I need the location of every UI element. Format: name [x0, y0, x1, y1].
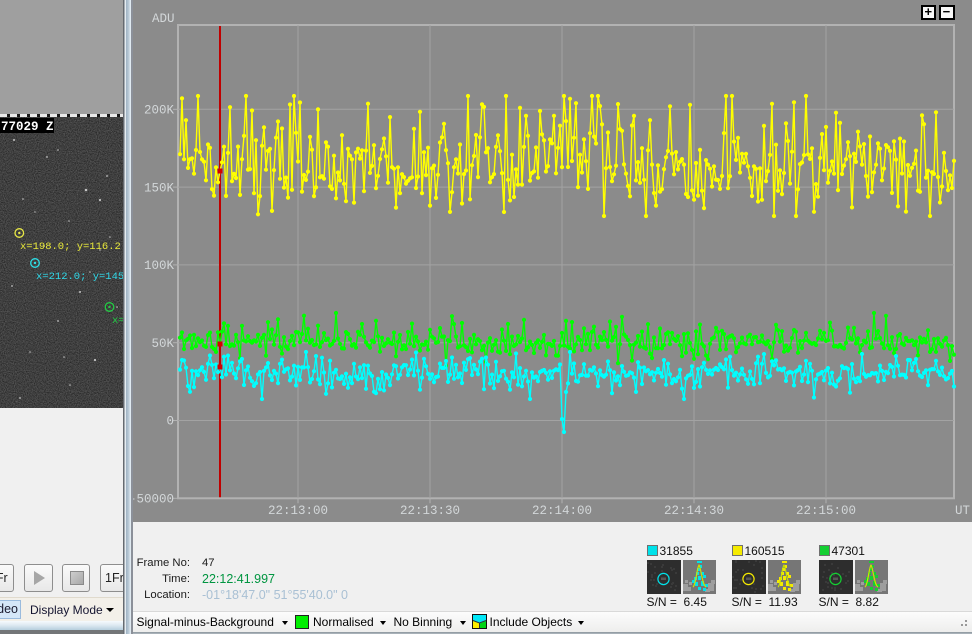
- svg-text:UT: UT: [955, 504, 971, 518]
- svg-text:200K: 200K: [144, 104, 175, 118]
- svg-text:150K: 150K: [144, 181, 175, 195]
- svg-text:22:13:30: 22:13:30: [400, 504, 460, 518]
- svg-text:22:14:30: 22:14:30: [664, 504, 724, 518]
- svg-text:x=198.0; y=116.2: x=198.0; y=116.2: [20, 241, 121, 253]
- svg-text:100K: 100K: [144, 259, 175, 273]
- svg-text:x=2: x=2: [112, 315, 125, 327]
- svg-text:77029 Z: 77029 Z: [1, 120, 54, 134]
- svg-text:22:13:00: 22:13:00: [268, 504, 328, 518]
- svg-text:ADU: ADU: [152, 12, 175, 26]
- svg-text:22:14:00: 22:14:00: [532, 504, 592, 518]
- svg-text:-50000: -50000: [129, 493, 174, 507]
- svg-text:22:15:00: 22:15:00: [796, 504, 856, 518]
- svg-text:0: 0: [166, 415, 174, 429]
- svg-text:50K: 50K: [151, 337, 174, 351]
- svg-text:x=212.0; y=145.0: x=212.0; y=145.0: [36, 271, 125, 283]
